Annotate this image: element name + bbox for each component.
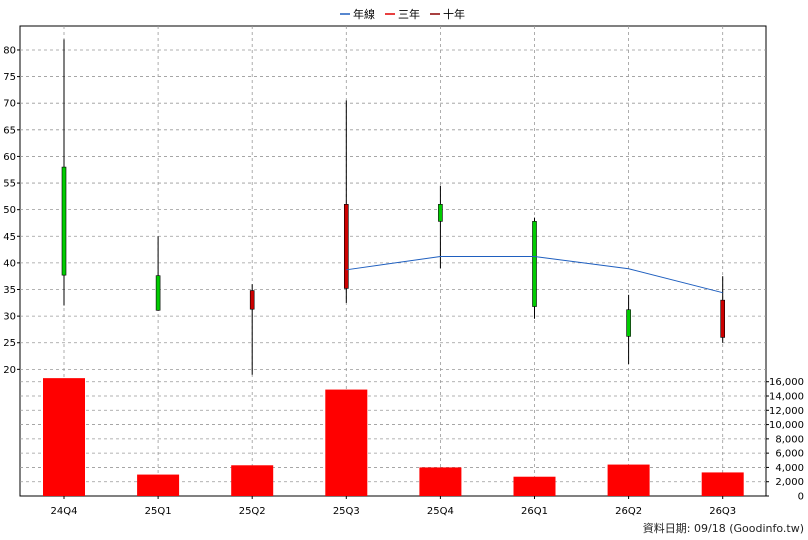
x-tick-label: 26Q2 xyxy=(615,506,642,517)
volume-bar xyxy=(701,472,744,496)
price-tick-label: 25 xyxy=(3,338,16,349)
price-tick-label: 20 xyxy=(3,365,16,376)
price-tick-label: 75 xyxy=(3,72,16,83)
price-tick-label: 30 xyxy=(3,312,16,323)
volume-bar xyxy=(43,378,85,496)
price-tick-label: 80 xyxy=(3,45,16,56)
x-tick-label: 25Q1 xyxy=(145,506,172,517)
x-tick-label: 26Q3 xyxy=(709,506,736,517)
candle-body xyxy=(532,221,537,307)
volume-tick-label: 12,000 xyxy=(769,406,804,417)
price-tick-label: 55 xyxy=(3,179,16,190)
legend-label-1: 三年 xyxy=(398,7,420,21)
chart-legend: 年線 三年 十年 xyxy=(340,7,465,21)
candle-body xyxy=(438,204,443,222)
candle-body xyxy=(343,204,349,289)
legend-label-2: 十年 xyxy=(443,7,465,21)
price-tick-label: 50 xyxy=(3,205,16,216)
candle-body xyxy=(626,309,631,337)
volume-tick-label: 2,000 xyxy=(775,477,804,488)
x-tick-label: 25Q3 xyxy=(333,506,360,517)
volume-tick-label: 16,000 xyxy=(769,377,804,388)
price-tick-label: 45 xyxy=(3,232,16,243)
price-tick-label: 60 xyxy=(3,152,16,163)
legend-label-0: 年線 xyxy=(353,7,375,21)
grid-lines xyxy=(20,26,766,496)
volume-bar xyxy=(325,389,368,496)
x-tick-label: 24Q4 xyxy=(51,506,78,517)
volume-bar xyxy=(607,464,650,496)
x-tick-label: 26Q1 xyxy=(521,506,548,517)
volume-bars xyxy=(43,378,744,496)
price-candles xyxy=(61,39,726,375)
volume-tick-label: 6,000 xyxy=(775,449,804,460)
volume-bar xyxy=(513,476,556,496)
volume-tick-label: 0 xyxy=(798,492,804,503)
x-tick-label: 25Q2 xyxy=(239,506,266,517)
x-tick-label: 25Q4 xyxy=(427,506,454,517)
candle-body xyxy=(155,275,161,311)
candle-body xyxy=(720,299,726,338)
data-date-footer: 資料日期: 09/18 (Goodinfo.tw) xyxy=(643,521,804,535)
candle-body xyxy=(61,166,67,276)
volume-bar xyxy=(419,467,462,496)
price-tick-label: 35 xyxy=(3,285,16,296)
price-tick-label: 65 xyxy=(3,125,16,136)
volume-tick-label: 8,000 xyxy=(775,434,804,445)
volume-bar xyxy=(231,465,274,496)
x-axis: 24Q4 25Q1 25Q2 25Q3 25Q4 26Q1 26Q2 26Q3 xyxy=(51,496,736,517)
volume-axis: 0 2,000 4,000 6,000 8,000 10,000 12,000 14,000 1… xyxy=(766,377,804,503)
volume-tick-label: 14,000 xyxy=(769,392,804,403)
price-tick-label: 70 xyxy=(3,99,16,110)
volume-bar xyxy=(137,474,180,496)
volume-tick-label: 4,000 xyxy=(775,463,804,474)
price-axis: 20 25 30 35 40 45 50 55 60 65 70 75 80 xyxy=(3,45,20,376)
annual-line xyxy=(346,256,723,294)
plot-frame xyxy=(19,25,767,497)
candle-body xyxy=(249,290,255,310)
volume-tick-label: 10,000 xyxy=(769,420,804,431)
price-tick-label: 40 xyxy=(3,258,16,269)
